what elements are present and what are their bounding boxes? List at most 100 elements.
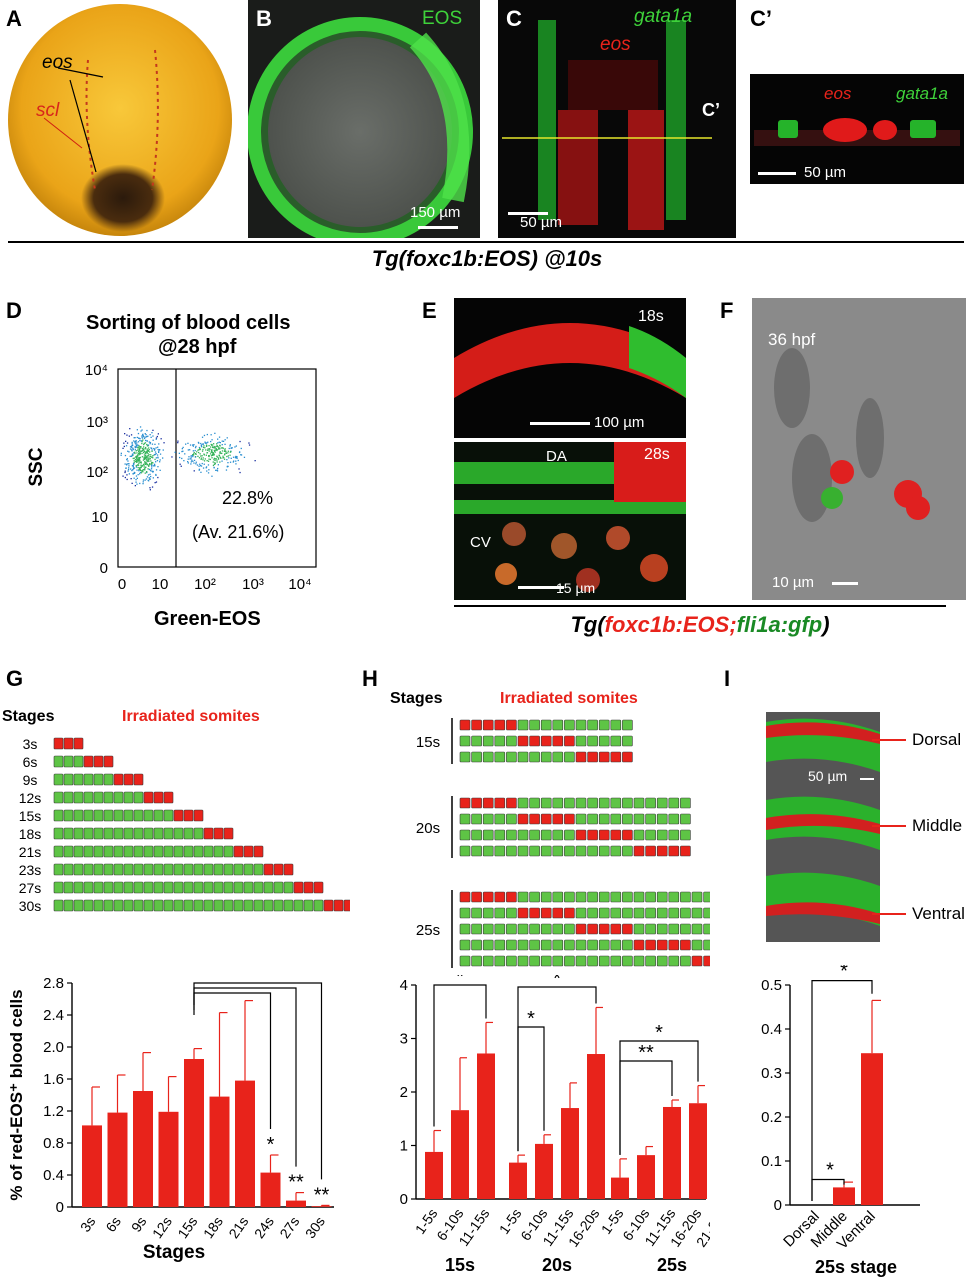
g-stage-label: 6s [23, 754, 38, 770]
scatter-point [148, 457, 150, 459]
somite [163, 863, 174, 876]
scatter-point [228, 457, 230, 459]
g-xtick-label: 3s [77, 1214, 99, 1235]
bar [260, 1172, 281, 1207]
scatter-point [124, 463, 126, 465]
scatter-point [122, 447, 124, 449]
somite [203, 863, 214, 876]
scatter-point [152, 429, 154, 431]
d-average: (Av. 21.6%) [192, 522, 285, 542]
somite [103, 809, 114, 822]
scatter-point [137, 432, 140, 435]
scatter-point [136, 461, 138, 463]
scatter-point [141, 437, 144, 439]
scatter-point [126, 458, 128, 460]
scatter-point [140, 450, 142, 453]
scatter-point [181, 457, 183, 460]
irradiated-somite [598, 829, 610, 841]
bar [611, 1177, 629, 1199]
somite [183, 863, 194, 876]
middle-label: Middle [912, 816, 963, 835]
bar [286, 1200, 306, 1207]
scatter-point [152, 462, 154, 464]
embryo-drawing [8, 4, 232, 236]
scatter-point [217, 458, 220, 460]
irradiated-somite [459, 891, 471, 903]
scatter-point [204, 442, 206, 444]
scatter-point [218, 441, 220, 443]
somite [506, 939, 517, 951]
scatter-point [136, 455, 138, 458]
d-ytick: 10 [91, 509, 108, 526]
somite [73, 827, 84, 840]
scatter-point [216, 461, 218, 463]
scatter-point [135, 481, 137, 483]
scatter-point [203, 453, 205, 455]
somite [494, 735, 506, 747]
somite [494, 813, 506, 825]
scatter-point [162, 449, 164, 451]
scatter-point [138, 452, 140, 454]
scatter-point [183, 460, 185, 462]
irradiated-somite [668, 939, 680, 951]
irradiated-somite [263, 863, 274, 876]
scatter-point [131, 453, 134, 455]
somite [587, 813, 598, 825]
g-stage-label: 21s [19, 844, 42, 860]
scatter-point [239, 471, 241, 474]
scatter-point [223, 458, 226, 460]
somite [63, 827, 74, 840]
somite [163, 827, 174, 840]
scatter-point [198, 442, 200, 444]
somite [83, 809, 94, 822]
scatter-point [207, 464, 210, 466]
irradiated-somite [482, 891, 494, 903]
scatter-point [128, 451, 130, 453]
somite [680, 923, 691, 935]
somite [83, 881, 94, 894]
irradiated-somite [133, 773, 144, 786]
somite [703, 939, 710, 951]
scatter-point [225, 452, 227, 454]
scatter-point [123, 445, 125, 448]
somite [529, 955, 540, 967]
scatter-point [139, 473, 141, 475]
scatter-point [139, 468, 141, 471]
somite [113, 863, 124, 876]
scatter-point [144, 462, 146, 464]
somite [471, 751, 482, 763]
scatter-point [145, 466, 147, 468]
g-xlabel: Stages [143, 1242, 205, 1263]
scatter-point [143, 458, 145, 460]
scatter-point [137, 464, 140, 466]
h-group-xlabel: 25s [657, 1255, 687, 1275]
scatter-point [132, 448, 134, 451]
somite [529, 939, 540, 951]
irradiated-somite [645, 845, 656, 857]
d-ytick: 10² [86, 464, 108, 481]
scatter-point [155, 457, 157, 459]
somite [173, 863, 184, 876]
scatter-point [140, 467, 142, 469]
somite [482, 923, 494, 935]
somite [123, 899, 134, 912]
somite [223, 863, 234, 876]
somite [123, 809, 134, 822]
scatter-point [218, 454, 220, 456]
scatter-point [138, 462, 140, 464]
panel-i-ventral-image [766, 866, 880, 942]
scatter-point [240, 454, 243, 456]
scatter-point [133, 437, 135, 439]
scatter-point [145, 462, 147, 464]
somite [93, 791, 104, 804]
scatter-point [151, 462, 153, 464]
somite [63, 791, 74, 804]
irradiated-somite [123, 773, 134, 786]
scatter-point [143, 451, 145, 454]
scatter-point [205, 444, 208, 446]
scatter-point [148, 449, 150, 451]
irradiated-somite [113, 773, 124, 786]
scatter-point [128, 473, 130, 475]
g-xtick-label: 9s [128, 1214, 150, 1235]
somite [610, 813, 622, 825]
